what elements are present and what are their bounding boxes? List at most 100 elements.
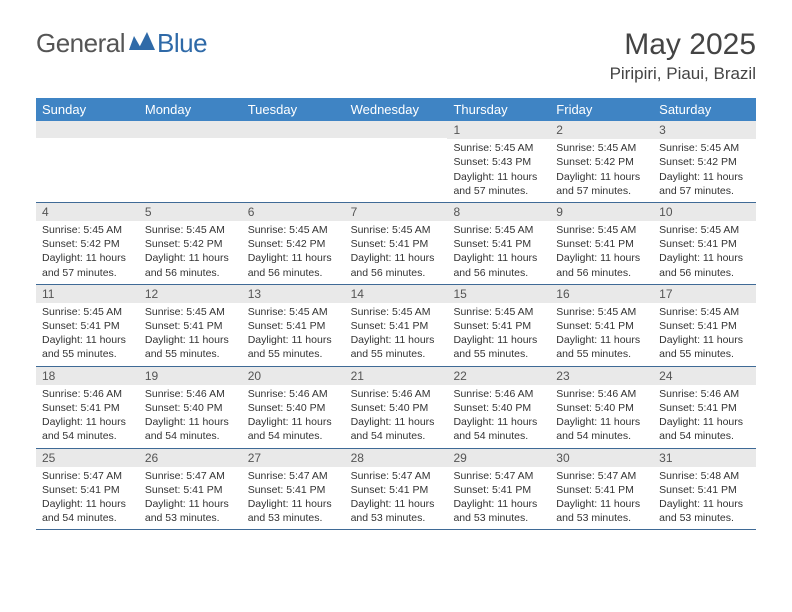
calendar-day-cell: 6Sunrise: 5:45 AMSunset: 5:42 PMDaylight… [242, 203, 345, 284]
day-info: Sunrise: 5:45 AMSunset: 5:42 PMDaylight:… [653, 139, 756, 202]
sunset-text: Sunset: 5:41 PM [659, 401, 750, 415]
sunrise-text: Sunrise: 5:45 AM [351, 223, 442, 237]
sunrise-text: Sunrise: 5:47 AM [453, 469, 544, 483]
daylight-text: Daylight: 11 hours and 56 minutes. [453, 251, 544, 279]
sunrise-text: Sunrise: 5:48 AM [659, 469, 750, 483]
sunrise-text: Sunrise: 5:45 AM [453, 141, 544, 155]
daylight-text: Daylight: 11 hours and 55 minutes. [145, 333, 236, 361]
daylight-text: Daylight: 11 hours and 55 minutes. [659, 333, 750, 361]
sunrise-text: Sunrise: 5:45 AM [42, 223, 133, 237]
daylight-text: Daylight: 11 hours and 57 minutes. [659, 170, 750, 198]
day-number: 18 [36, 367, 139, 385]
day-info: Sunrise: 5:47 AMSunset: 5:41 PMDaylight:… [550, 467, 653, 530]
calendar-day-cell: 10Sunrise: 5:45 AMSunset: 5:41 PMDayligh… [653, 203, 756, 284]
day-info: Sunrise: 5:48 AMSunset: 5:41 PMDaylight:… [653, 467, 756, 530]
daylight-text: Daylight: 11 hours and 54 minutes. [248, 415, 339, 443]
sunrise-text: Sunrise: 5:45 AM [659, 223, 750, 237]
calendar-day-cell: 26Sunrise: 5:47 AMSunset: 5:41 PMDayligh… [139, 449, 242, 530]
calendar-day-cell: 16Sunrise: 5:45 AMSunset: 5:41 PMDayligh… [550, 285, 653, 366]
daylight-text: Daylight: 11 hours and 56 minutes. [556, 251, 647, 279]
day-number: 17 [653, 285, 756, 303]
calendar-week-row: 11Sunrise: 5:45 AMSunset: 5:41 PMDayligh… [36, 285, 756, 367]
calendar-day-cell [242, 121, 345, 202]
sunset-text: Sunset: 5:41 PM [453, 237, 544, 251]
day-info: Sunrise: 5:45 AMSunset: 5:41 PMDaylight:… [139, 303, 242, 366]
day-number: 7 [345, 203, 448, 221]
day-number: 9 [550, 203, 653, 221]
calendar-week-row: 1Sunrise: 5:45 AMSunset: 5:43 PMDaylight… [36, 121, 756, 203]
day-info: Sunrise: 5:45 AMSunset: 5:42 PMDaylight:… [242, 221, 345, 284]
sunset-text: Sunset: 5:40 PM [248, 401, 339, 415]
sunrise-text: Sunrise: 5:47 AM [145, 469, 236, 483]
sunset-text: Sunset: 5:42 PM [42, 237, 133, 251]
calendar-day-cell: 18Sunrise: 5:46 AMSunset: 5:41 PMDayligh… [36, 367, 139, 448]
sunset-text: Sunset: 5:41 PM [556, 483, 647, 497]
day-number: 10 [653, 203, 756, 221]
daylight-text: Daylight: 11 hours and 56 minutes. [145, 251, 236, 279]
day-info: Sunrise: 5:47 AMSunset: 5:41 PMDaylight:… [242, 467, 345, 530]
day-number: 23 [550, 367, 653, 385]
daylight-text: Daylight: 11 hours and 57 minutes. [556, 170, 647, 198]
calendar-day-cell: 31Sunrise: 5:48 AMSunset: 5:41 PMDayligh… [653, 449, 756, 530]
sunset-text: Sunset: 5:41 PM [351, 237, 442, 251]
day-info: Sunrise: 5:47 AMSunset: 5:41 PMDaylight:… [36, 467, 139, 530]
sunset-text: Sunset: 5:42 PM [248, 237, 339, 251]
sunrise-text: Sunrise: 5:46 AM [248, 387, 339, 401]
calendar-day-cell: 28Sunrise: 5:47 AMSunset: 5:41 PMDayligh… [345, 449, 448, 530]
day-info: Sunrise: 5:45 AMSunset: 5:41 PMDaylight:… [447, 221, 550, 284]
sunrise-text: Sunrise: 5:45 AM [659, 141, 750, 155]
header-row: General Blue May 2025 Piripiri, Piaui, B… [36, 28, 756, 84]
sunrise-text: Sunrise: 5:45 AM [145, 223, 236, 237]
day-number: 21 [345, 367, 448, 385]
daylight-text: Daylight: 11 hours and 55 minutes. [453, 333, 544, 361]
sunrise-text: Sunrise: 5:45 AM [42, 305, 133, 319]
weekday-header: Tuesday [242, 98, 345, 121]
calendar-day-cell: 20Sunrise: 5:46 AMSunset: 5:40 PMDayligh… [242, 367, 345, 448]
day-number: 4 [36, 203, 139, 221]
sunset-text: Sunset: 5:41 PM [145, 319, 236, 333]
day-number: 26 [139, 449, 242, 467]
daylight-text: Daylight: 11 hours and 54 minutes. [556, 415, 647, 443]
sunset-text: Sunset: 5:41 PM [453, 319, 544, 333]
calendar-day-cell: 11Sunrise: 5:45 AMSunset: 5:41 PMDayligh… [36, 285, 139, 366]
day-info: Sunrise: 5:45 AMSunset: 5:41 PMDaylight:… [345, 221, 448, 284]
calendar-day-cell: 12Sunrise: 5:45 AMSunset: 5:41 PMDayligh… [139, 285, 242, 366]
sunrise-text: Sunrise: 5:47 AM [42, 469, 133, 483]
day-number [139, 121, 242, 138]
sunset-text: Sunset: 5:43 PM [453, 155, 544, 169]
sunrise-text: Sunrise: 5:47 AM [351, 469, 442, 483]
day-number [345, 121, 448, 138]
daylight-text: Daylight: 11 hours and 54 minutes. [145, 415, 236, 443]
brand-logo: General Blue [36, 28, 207, 59]
sunset-text: Sunset: 5:41 PM [42, 319, 133, 333]
calendar-day-cell [36, 121, 139, 202]
daylight-text: Daylight: 11 hours and 53 minutes. [145, 497, 236, 525]
daylight-text: Daylight: 11 hours and 53 minutes. [556, 497, 647, 525]
sunrise-text: Sunrise: 5:46 AM [453, 387, 544, 401]
day-info: Sunrise: 5:45 AMSunset: 5:41 PMDaylight:… [653, 303, 756, 366]
daylight-text: Daylight: 11 hours and 54 minutes. [42, 415, 133, 443]
sunrise-text: Sunrise: 5:45 AM [453, 305, 544, 319]
day-info: Sunrise: 5:45 AMSunset: 5:41 PMDaylight:… [447, 303, 550, 366]
calendar-day-cell: 3Sunrise: 5:45 AMSunset: 5:42 PMDaylight… [653, 121, 756, 202]
sunrise-text: Sunrise: 5:45 AM [145, 305, 236, 319]
day-info: Sunrise: 5:46 AMSunset: 5:40 PMDaylight:… [139, 385, 242, 448]
calendar-day-cell: 27Sunrise: 5:47 AMSunset: 5:41 PMDayligh… [242, 449, 345, 530]
day-info: Sunrise: 5:47 AMSunset: 5:41 PMDaylight:… [345, 467, 448, 530]
day-info: Sunrise: 5:45 AMSunset: 5:41 PMDaylight:… [242, 303, 345, 366]
day-info: Sunrise: 5:46 AMSunset: 5:40 PMDaylight:… [242, 385, 345, 448]
sunset-text: Sunset: 5:42 PM [556, 155, 647, 169]
day-info: Sunrise: 5:45 AMSunset: 5:42 PMDaylight:… [550, 139, 653, 202]
weekday-header: Thursday [447, 98, 550, 121]
calendar-day-cell: 4Sunrise: 5:45 AMSunset: 5:42 PMDaylight… [36, 203, 139, 284]
day-number: 28 [345, 449, 448, 467]
calendar-day-cell: 2Sunrise: 5:45 AMSunset: 5:42 PMDaylight… [550, 121, 653, 202]
day-info: Sunrise: 5:45 AMSunset: 5:41 PMDaylight:… [653, 221, 756, 284]
sunset-text: Sunset: 5:41 PM [351, 483, 442, 497]
day-number: 2 [550, 121, 653, 139]
sunset-text: Sunset: 5:41 PM [453, 483, 544, 497]
day-info: Sunrise: 5:45 AMSunset: 5:41 PMDaylight:… [36, 303, 139, 366]
daylight-text: Daylight: 11 hours and 54 minutes. [453, 415, 544, 443]
day-info: Sunrise: 5:46 AMSunset: 5:40 PMDaylight:… [550, 385, 653, 448]
calendar-day-cell: 1Sunrise: 5:45 AMSunset: 5:43 PMDaylight… [447, 121, 550, 202]
